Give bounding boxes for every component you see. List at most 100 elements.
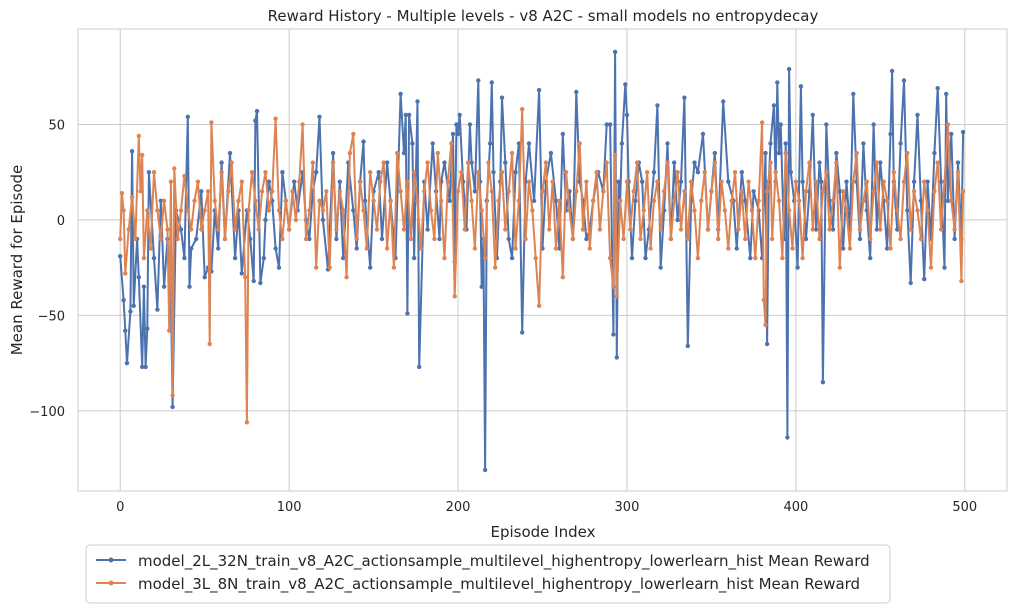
data-point (607, 255, 613, 261)
data-point (354, 236, 359, 242)
data-point (293, 217, 299, 223)
data-point (222, 236, 228, 242)
data-point (226, 189, 231, 194)
data-point (830, 198, 836, 203)
data-point (320, 208, 326, 213)
data-point (685, 236, 690, 242)
data-point (357, 179, 363, 184)
data-point (807, 160, 812, 165)
data-point (520, 330, 525, 335)
data-point (202, 275, 207, 280)
data-point (388, 198, 393, 203)
data-point (167, 328, 172, 333)
data-point (540, 189, 545, 194)
data-point (942, 265, 947, 270)
data-point (531, 198, 537, 203)
data-point (797, 198, 802, 203)
data-point (249, 170, 255, 175)
data-point (469, 160, 474, 165)
data-point (128, 309, 133, 314)
data-point (702, 170, 707, 175)
data-point (425, 227, 430, 232)
data-point (437, 236, 442, 242)
data-point (775, 80, 780, 85)
data-point (643, 255, 648, 261)
data-point (232, 227, 238, 232)
data-point (489, 189, 494, 194)
data-point (185, 208, 190, 213)
data-point (300, 122, 305, 127)
data-point (634, 160, 640, 165)
data-point (205, 189, 211, 194)
data-point (442, 160, 447, 165)
data-point (337, 189, 342, 194)
data-point (216, 246, 221, 251)
data-point (830, 227, 836, 232)
data-point (411, 255, 417, 261)
data-point (401, 227, 407, 232)
data-point (141, 255, 147, 261)
data-point (616, 179, 621, 184)
data-point (398, 189, 403, 194)
data-point (955, 160, 961, 165)
data-point (682, 95, 687, 100)
data-point (868, 236, 873, 242)
data-point (526, 141, 532, 146)
data-point (158, 236, 163, 242)
data-point (246, 208, 251, 213)
data-point (678, 179, 684, 184)
data-point (651, 198, 657, 203)
data-point (739, 189, 744, 194)
data-point (273, 116, 278, 121)
data-point (202, 208, 207, 213)
data-point (454, 122, 459, 127)
data-point (219, 160, 224, 165)
data-point (261, 255, 266, 261)
data-point (530, 208, 535, 213)
data-point (124, 360, 130, 366)
data-point (905, 150, 910, 156)
data-point (618, 198, 623, 203)
series-2 (118, 107, 966, 425)
data-point (140, 152, 145, 158)
data-point (895, 208, 900, 213)
data-point (591, 198, 596, 203)
data-point (611, 332, 616, 337)
data-point (330, 150, 336, 156)
data-point (155, 208, 160, 213)
data-point (932, 189, 937, 194)
data-point (189, 227, 194, 232)
data-point (384, 160, 390, 165)
data-point (553, 198, 559, 203)
data-point (351, 208, 356, 213)
data-point (672, 160, 677, 165)
data-point (795, 265, 800, 270)
data-point (824, 170, 829, 175)
data-point (327, 265, 332, 270)
data-point (739, 170, 744, 175)
data-point (123, 271, 128, 276)
data-point (614, 294, 619, 299)
data-point (121, 208, 126, 213)
data-point (145, 326, 150, 331)
data-point (922, 179, 927, 184)
data-point (692, 208, 697, 213)
data-point (452, 294, 457, 299)
data-point (121, 297, 126, 303)
data-point (560, 131, 565, 137)
data-point (334, 227, 339, 232)
data-point (509, 150, 515, 156)
data-point (884, 246, 890, 251)
data-point (379, 236, 385, 242)
data-point (749, 208, 755, 213)
data-point (960, 129, 966, 135)
legend-box (85, 544, 891, 604)
data-point (925, 179, 930, 184)
data-point (721, 99, 726, 104)
data-point (435, 150, 440, 156)
data-point (901, 179, 907, 184)
data-point (491, 170, 496, 175)
data-point (324, 189, 329, 194)
data-point (888, 131, 893, 137)
data-point (368, 170, 373, 175)
